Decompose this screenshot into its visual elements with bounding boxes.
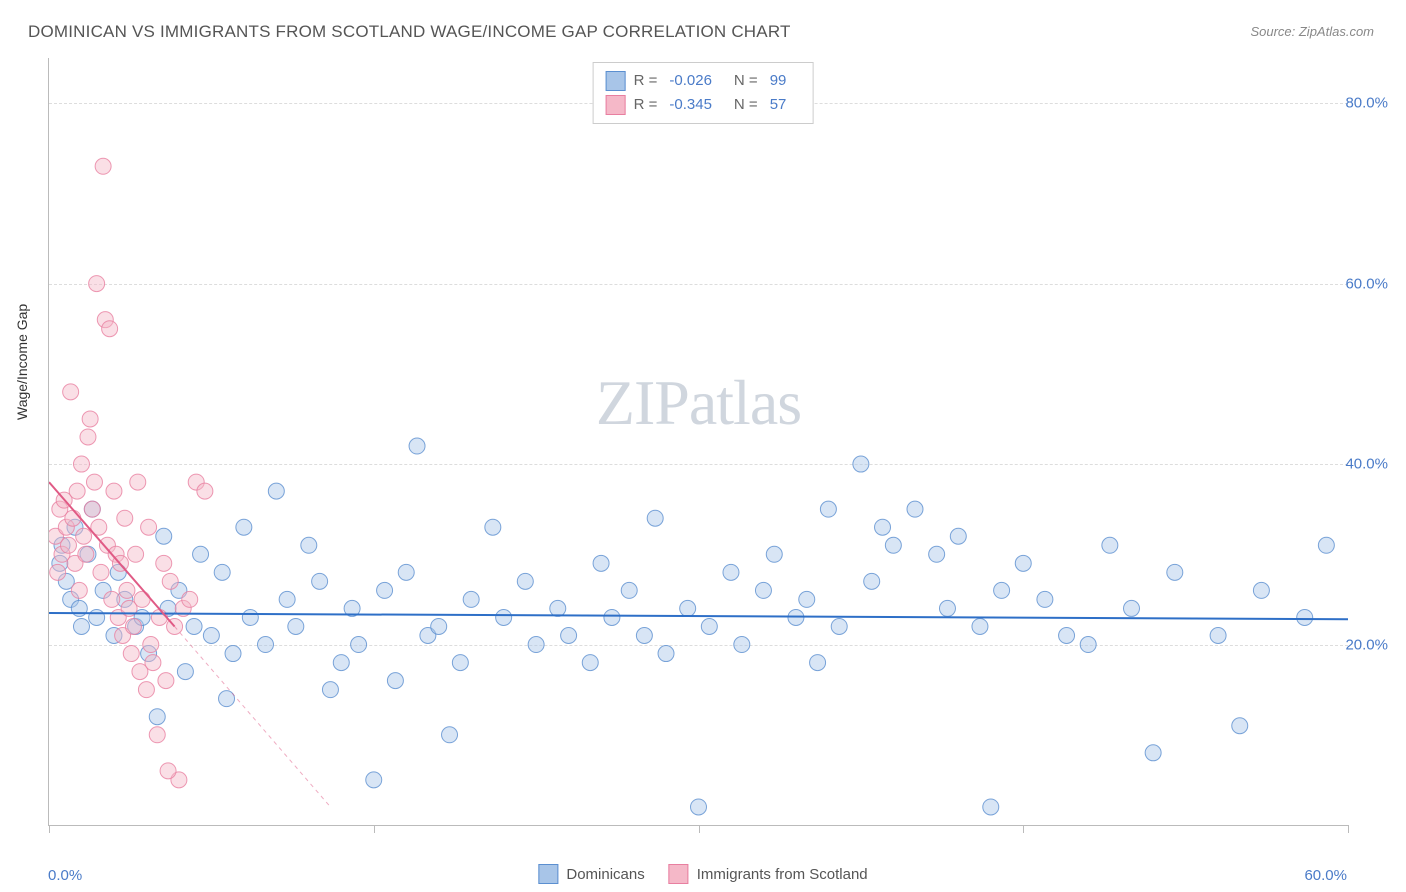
y-tick-label: 40.0% [1345, 456, 1388, 473]
swatch-series2 [606, 95, 626, 115]
y-tick-label: 80.0% [1345, 95, 1388, 112]
y-axis-label: Wage/Income Gap [14, 304, 30, 420]
legend-row-series2: R = -0.345 N = 57 [606, 93, 801, 117]
n-value-series2: 57 [770, 93, 787, 117]
y-tick-label: 20.0% [1345, 636, 1388, 653]
n-value-series1: 99 [770, 69, 787, 93]
y-tick-label: 60.0% [1345, 275, 1388, 292]
r-label: R = [634, 93, 658, 117]
series1-name: Dominicans [566, 866, 644, 883]
source-label: Source: ZipAtlas.com [1250, 24, 1374, 39]
plot-area: ZIPatlas [48, 58, 1348, 826]
swatch-series1 [538, 864, 558, 884]
r-label: R = [634, 69, 658, 93]
n-label: N = [734, 69, 758, 93]
r-value-series2: -0.345 [669, 93, 712, 117]
r-value-series1: -0.026 [669, 69, 712, 93]
scatter-plot-svg [49, 58, 1348, 825]
x-tick-label: 0.0% [48, 867, 82, 884]
correlation-legend: R = -0.026 N = 99 R = -0.345 N = 57 [593, 62, 814, 124]
legend-item-series2: Immigrants from Scotland [669, 864, 868, 884]
n-label: N = [734, 93, 758, 117]
swatch-series1 [606, 71, 626, 91]
chart-title: DOMINICAN VS IMMIGRANTS FROM SCOTLAND WA… [28, 22, 791, 42]
swatch-series2 [669, 864, 689, 884]
series-legend: Dominicans Immigrants from Scotland [538, 864, 867, 884]
legend-item-series1: Dominicans [538, 864, 644, 884]
legend-row-series1: R = -0.026 N = 99 [606, 69, 801, 93]
x-tick-label: 60.0% [1304, 867, 1347, 884]
series2-name: Immigrants from Scotland [697, 866, 868, 883]
